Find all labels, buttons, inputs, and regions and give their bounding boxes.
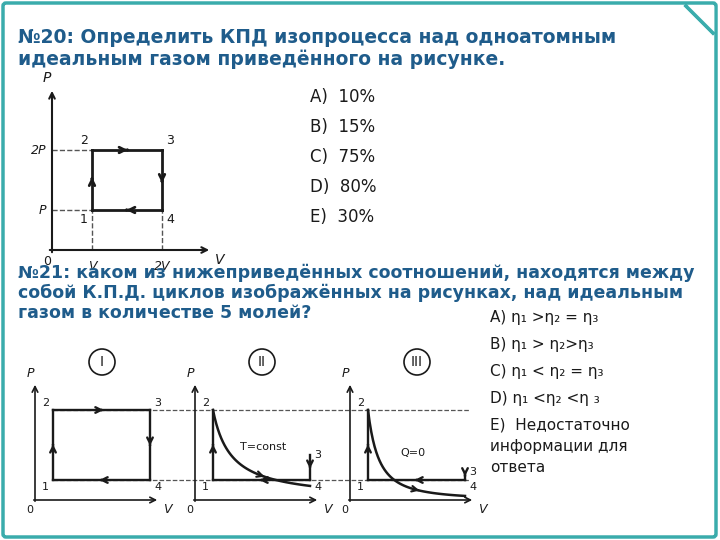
Text: 4: 4 — [154, 482, 161, 492]
Text: 0: 0 — [341, 505, 348, 515]
Text: 3: 3 — [314, 450, 321, 460]
Text: 4: 4 — [166, 213, 174, 226]
Text: собой К.П.Д. циклов изображённых на рисунках, над идеальным: собой К.П.Д. циклов изображённых на рису… — [18, 284, 683, 302]
Text: 1: 1 — [202, 482, 209, 492]
Text: C) η₁ < η₂ = η₃: C) η₁ < η₂ = η₃ — [490, 364, 603, 379]
Text: 2: 2 — [80, 134, 88, 147]
Text: P: P — [38, 204, 46, 217]
Text: V: V — [478, 503, 487, 516]
Text: E)  Недостаточно
информации для
ответа: E) Недостаточно информации для ответа — [490, 418, 630, 475]
Text: V: V — [163, 503, 171, 516]
Text: 2: 2 — [357, 398, 364, 408]
Text: 0: 0 — [186, 505, 194, 515]
Text: A) η₁ >η₂ = η₃: A) η₁ >η₂ = η₃ — [490, 310, 598, 325]
Text: C)  75%: C) 75% — [310, 148, 375, 166]
Text: 0: 0 — [27, 505, 34, 515]
Polygon shape — [686, 6, 713, 33]
Text: 2V: 2V — [154, 260, 170, 273]
Text: A)  10%: A) 10% — [310, 88, 375, 106]
Text: №21: каком из нижеприведённых соотношений, находятся между: №21: каком из нижеприведённых соотношени… — [18, 264, 695, 282]
Text: газом в количестве 5 молей?: газом в количестве 5 молей? — [18, 304, 311, 322]
Text: 2: 2 — [42, 398, 49, 408]
Text: идеальным газом приведённого на рисунке.: идеальным газом приведённого на рисунке. — [18, 50, 505, 70]
Text: E)  30%: E) 30% — [310, 208, 374, 226]
Text: B) η₁ > η₂>η₃: B) η₁ > η₂>η₃ — [490, 337, 593, 352]
Text: D)  80%: D) 80% — [310, 178, 377, 196]
Text: P: P — [341, 367, 348, 380]
Text: P: P — [26, 367, 34, 380]
Text: V: V — [323, 503, 331, 516]
Text: T=const: T=const — [240, 442, 287, 452]
Text: I: I — [100, 355, 104, 369]
FancyBboxPatch shape — [3, 3, 716, 537]
Text: 2: 2 — [202, 398, 209, 408]
Text: 0: 0 — [43, 255, 51, 268]
Text: Q=0: Q=0 — [400, 448, 425, 458]
Text: B)  15%: B) 15% — [310, 118, 375, 136]
Text: 1: 1 — [42, 482, 49, 492]
Text: 2P: 2P — [30, 144, 46, 157]
Text: 1: 1 — [357, 482, 364, 492]
Text: 3: 3 — [166, 134, 174, 147]
Text: II: II — [258, 355, 266, 369]
Text: V: V — [215, 253, 225, 267]
Text: 4: 4 — [314, 482, 321, 492]
Text: D) η₁ <η₂ <η ₃: D) η₁ <η₂ <η ₃ — [490, 391, 600, 406]
Text: 4: 4 — [469, 482, 476, 492]
Text: P: P — [186, 367, 194, 380]
Text: P: P — [42, 71, 51, 85]
Text: №20: Определить КПД изопроцесса над одноатомным: №20: Определить КПД изопроцесса над одно… — [18, 28, 616, 47]
Text: 3: 3 — [154, 398, 161, 408]
Text: 3: 3 — [469, 467, 476, 477]
Text: V: V — [88, 260, 96, 273]
Text: III: III — [411, 355, 423, 369]
Text: 1: 1 — [80, 213, 88, 226]
